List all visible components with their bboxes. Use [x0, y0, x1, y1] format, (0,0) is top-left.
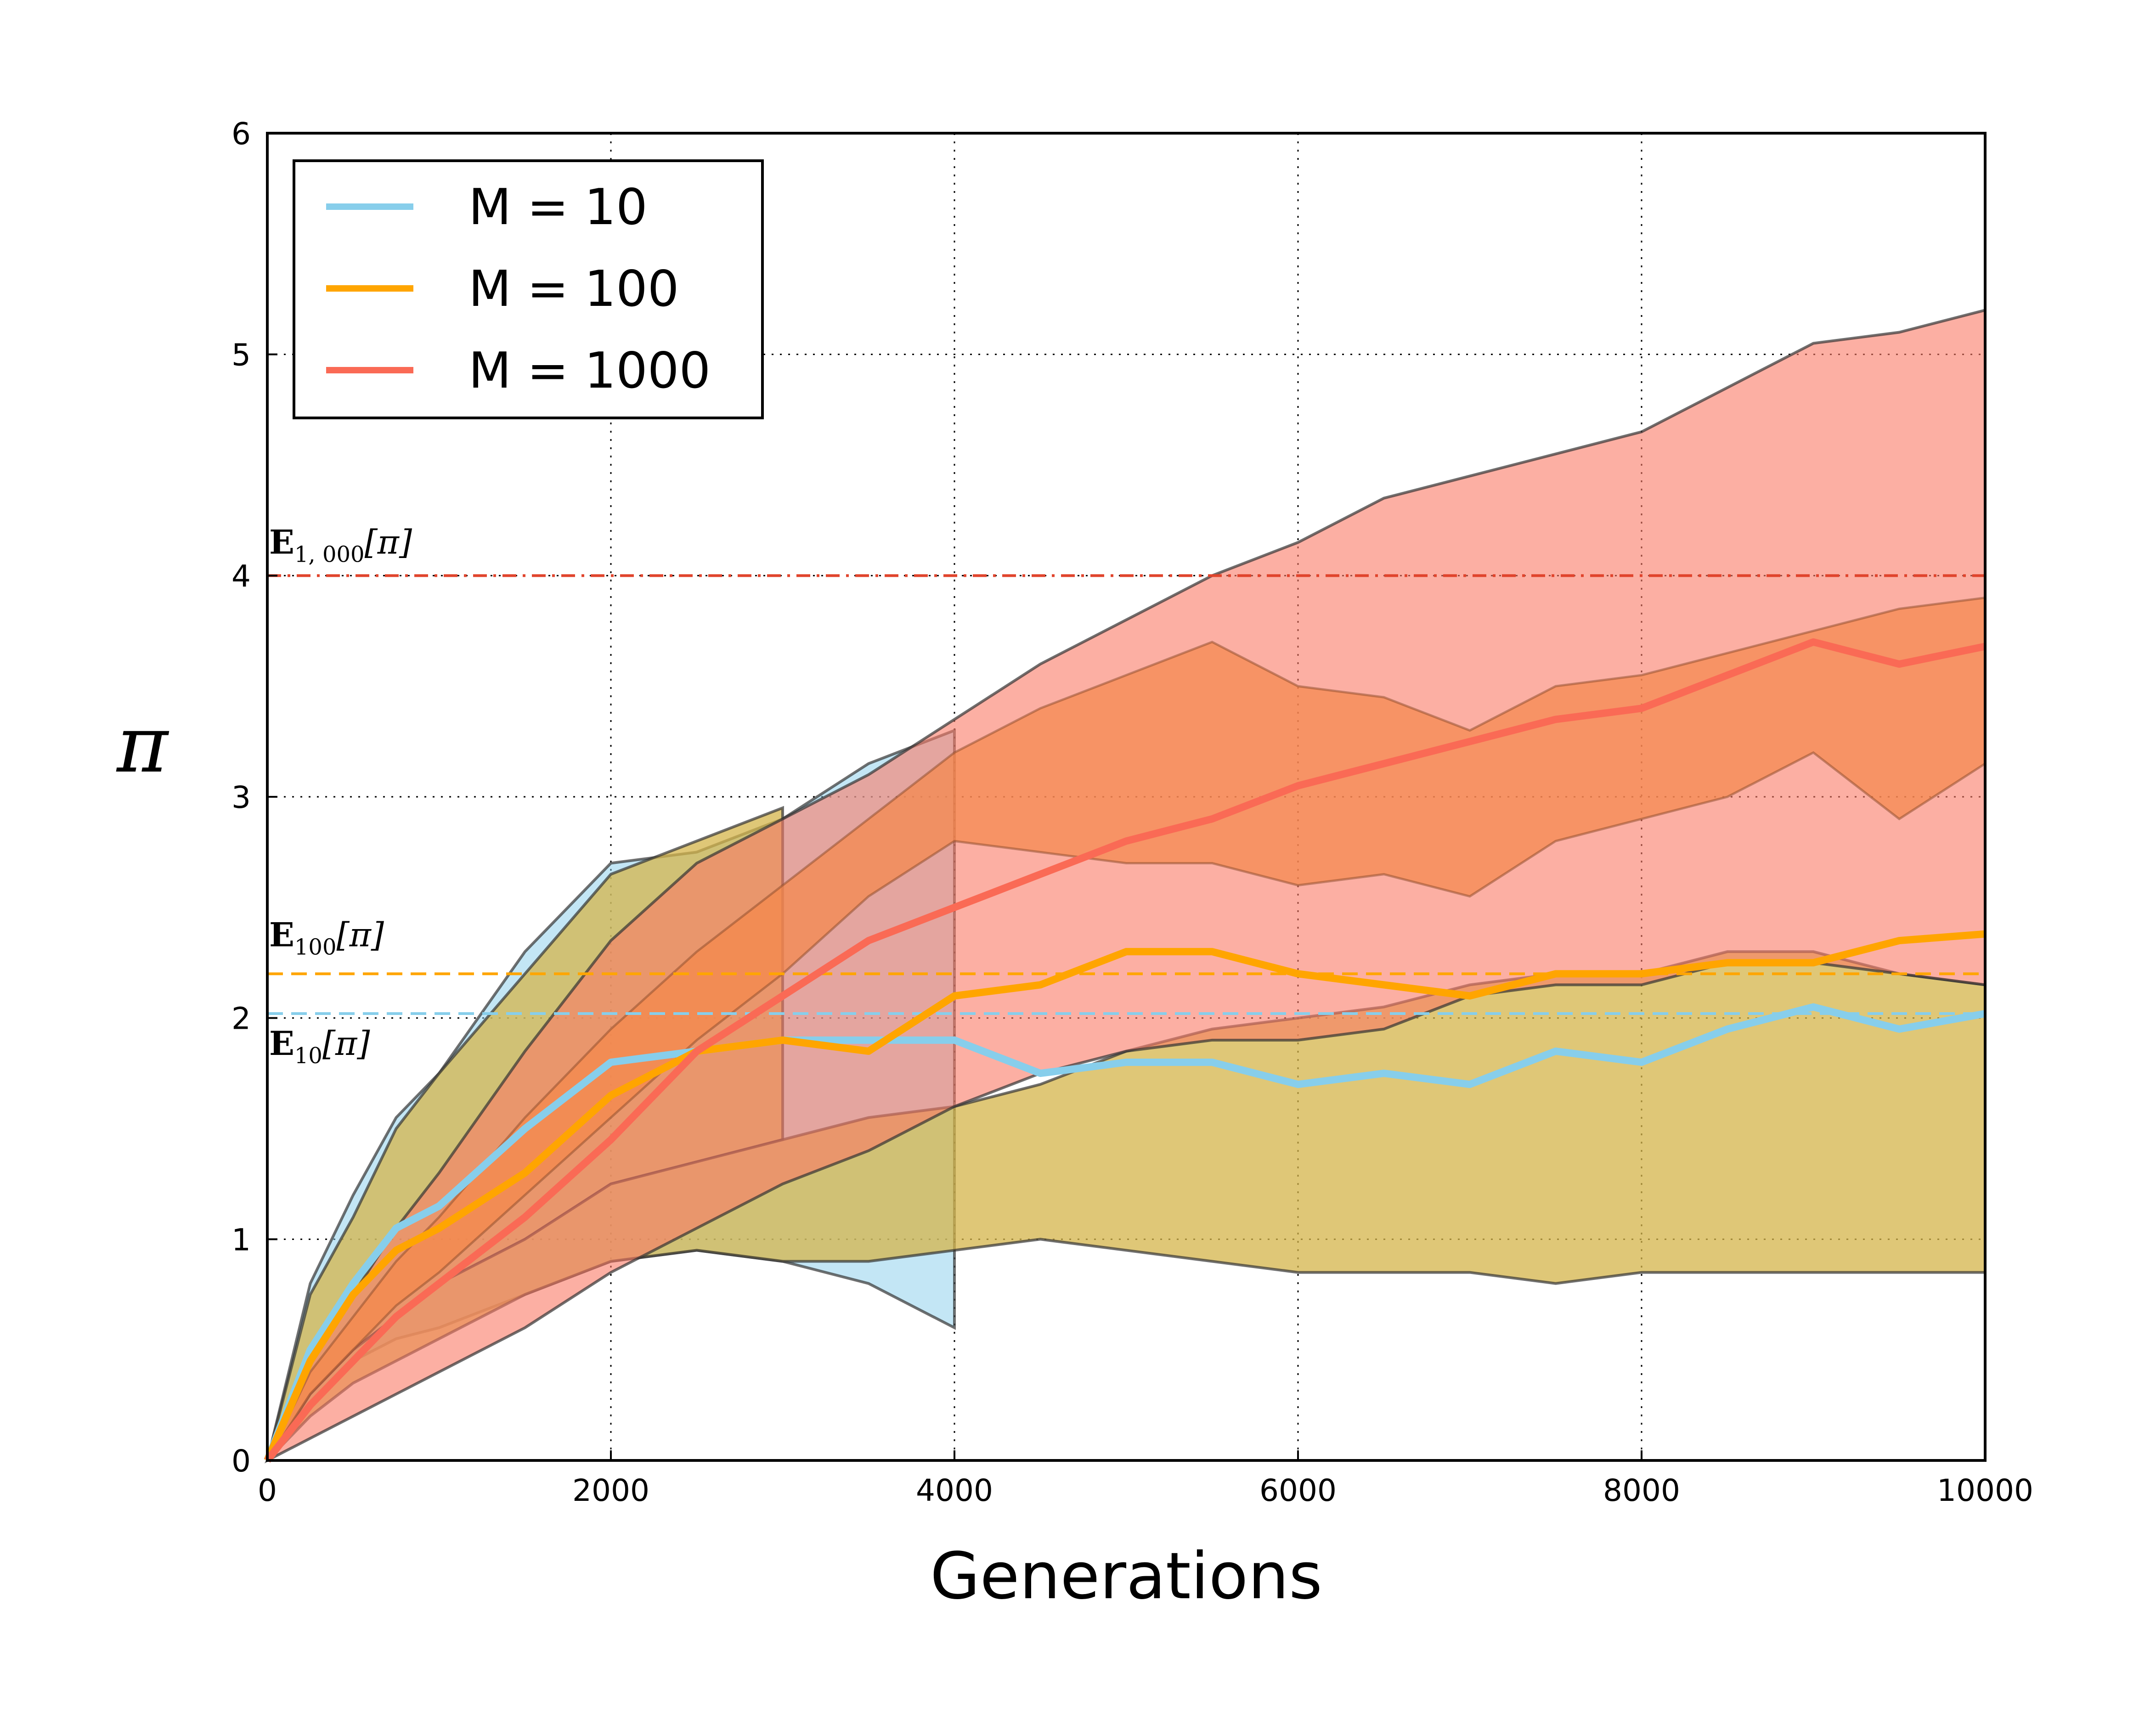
- x-axis-title: Generations: [930, 1539, 1322, 1614]
- confidence-bands: [264, 308, 1987, 1464]
- reference-lines: [267, 574, 1985, 1015]
- y-tick-label: 3: [231, 780, 251, 815]
- mean-line: [264, 1003, 1986, 1462]
- x-axis-ticks: 0 2000 4000 6000 8000 10000: [258, 1450, 2033, 1508]
- y-tick-label: 0: [231, 1443, 251, 1479]
- y-axis-ticks: 0 1 2 3 4 5 6: [231, 116, 277, 1479]
- mean-line: [264, 930, 1986, 1462]
- reference-line-label: E10[π]: [269, 1024, 370, 1069]
- legend: M = 10 M = 100 M = 1000: [293, 159, 764, 419]
- x-tick-label: 6000: [1259, 1473, 1337, 1508]
- x-tick-label: 8000: [1603, 1473, 1680, 1508]
- legend-label: M = 1000: [468, 342, 711, 400]
- mean-lines: [264, 638, 1986, 1463]
- legend-label: M = 100: [468, 260, 679, 318]
- x-tick-label: 4000: [916, 1473, 993, 1508]
- mean-line: [264, 638, 1986, 1463]
- x-tick-label: 10000: [1937, 1473, 2033, 1508]
- reference-line-labels: E1, 000[π] E100[π] E10[π]: [269, 522, 412, 1069]
- y-axis-title: π: [116, 699, 169, 790]
- y-tick-label: 4: [231, 558, 251, 594]
- y-tick-label: 6: [231, 116, 251, 152]
- reference-line-label: E100[π]: [269, 915, 384, 960]
- legend-label: M = 10: [468, 179, 648, 236]
- band-m1000-outer: [264, 308, 1987, 1464]
- y-tick-label: 2: [231, 1001, 251, 1037]
- y-tick-label: 1: [231, 1222, 251, 1257]
- y-tick-label: 5: [231, 338, 251, 373]
- x-tick-label: 2000: [572, 1473, 649, 1508]
- x-tick-label: 0: [258, 1473, 277, 1508]
- reference-line-label: E1, 000[π]: [269, 522, 412, 567]
